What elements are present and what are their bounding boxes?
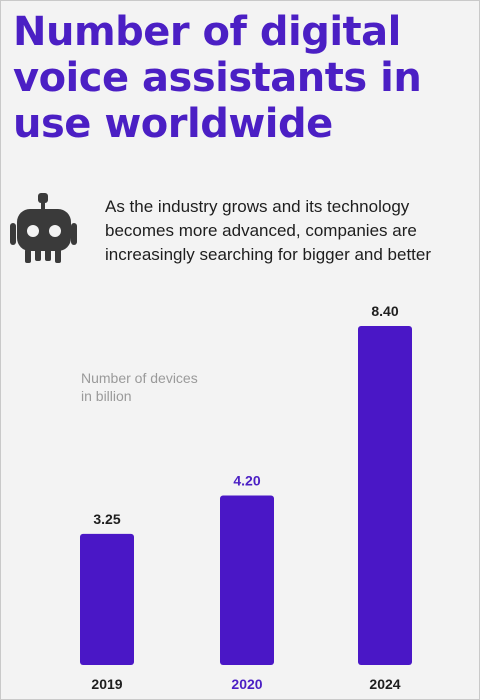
robot-icon (10, 193, 77, 263)
y-axis-label-line-1: Number of devices (81, 370, 198, 386)
category-label-2020: 2020 (231, 676, 262, 692)
value-label-2020: 4.20 (233, 473, 260, 489)
description-text: As the industry grows and its technology… (105, 197, 432, 264)
page-title: Number of digital voice assistants in us… (13, 9, 422, 147)
value-label-2019: 3.25 (93, 511, 120, 527)
value-label-2024: 8.40 (371, 303, 398, 319)
bar-2024 (358, 326, 412, 665)
bar-2019 (80, 533, 134, 665)
bar-2020 (220, 495, 274, 665)
category-label-2024: 2024 (369, 676, 400, 692)
category-label-2019: 2019 (91, 676, 122, 692)
y-axis-label-line-2: in billion (81, 388, 132, 404)
